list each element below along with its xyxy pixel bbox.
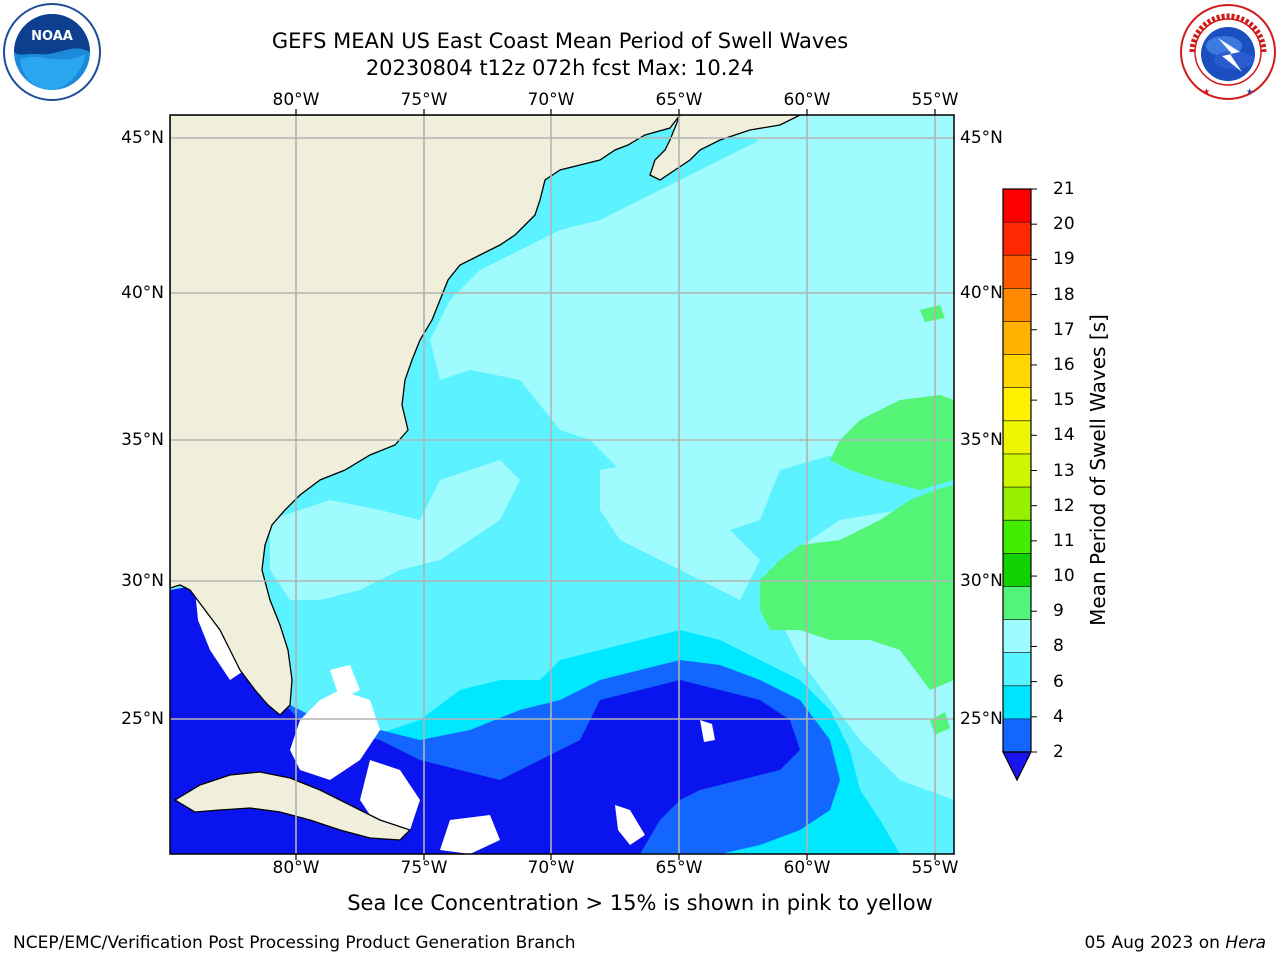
lat-label-right: 45°N (960, 128, 1003, 148)
colorbar-swatch (1003, 222, 1031, 256)
colorbar-tick-label: 6 (1053, 671, 1064, 692)
lat-label-left: 25°N (121, 709, 164, 729)
svg-text:NOAA: NOAA (31, 29, 73, 44)
region-9-10s (920, 305, 945, 322)
region-9-10s (830, 395, 954, 490)
region-no-data (330, 665, 360, 700)
colorbar-extend-triangle (1002, 751, 1032, 782)
chart-subtitle: 20230804 t12z 072h fcst Max: 10.24 (365, 56, 755, 80)
lon-label-bottom: 80°W (272, 858, 320, 878)
colorbar-swatch (1003, 288, 1031, 322)
colorbar-tick-label: 13 (1053, 460, 1075, 481)
lon-label-top: 65°W (655, 90, 703, 110)
graticule (170, 115, 954, 854)
lat-label-left: 45°N (121, 128, 164, 148)
lon-label-top: 80°W (272, 90, 320, 110)
colorbar-tick-label: 20 (1053, 214, 1075, 235)
colorbar-tick-label: 21 (1053, 179, 1075, 199)
lat-label-right: 30°N (960, 571, 1003, 591)
map-frame (169, 114, 955, 855)
colorbar-swatch (1003, 387, 1031, 421)
lon-label-top: 55°W (911, 90, 959, 110)
region-8-9s (600, 460, 760, 600)
svg-text:★: ★ (1203, 87, 1210, 96)
colorbar-label: Mean Period of Swell Waves [s] (1086, 314, 1110, 626)
svg-text:★: ★ (1246, 87, 1253, 96)
colorbar-tick-label: 2 (1053, 742, 1064, 762)
lat-label-right: 35°N (960, 430, 1003, 450)
colorbar-swatch (1003, 619, 1031, 653)
colorbar-tick-label: 15 (1053, 390, 1075, 411)
colorbar-swatch (1003, 520, 1031, 554)
sea-ice-note: Sea Ice Concentration > 15% is shown in … (347, 891, 933, 915)
noaa-logo: NOAA (3, 3, 101, 101)
colorbar-swatch (1003, 487, 1031, 521)
region-no-data (440, 815, 500, 854)
lat-label-left: 40°N (121, 283, 164, 303)
colorbar-tick-label: 16 (1053, 354, 1075, 375)
footer-host: Hera (1225, 933, 1266, 953)
land-cuba (173, 771, 412, 841)
colorbar-swatch (1003, 685, 1031, 719)
colorbar-swatch (1003, 354, 1031, 388)
lon-label-bottom: 65°W (655, 858, 703, 878)
colorbar-swatch (1003, 321, 1031, 355)
lon-label-bottom: 55°W (911, 858, 959, 878)
colorbar-swatch (1003, 420, 1031, 454)
footer-date: 05 Aug 2023 on Hera (1084, 933, 1266, 953)
land-united-states (170, 115, 681, 716)
colorbar-tick-label: 12 (1053, 495, 1075, 516)
colorbar (1003, 188, 1037, 753)
lat-label-left: 30°N (121, 571, 164, 591)
region-no-data (615, 805, 645, 845)
colorbar-tick-label: 17 (1053, 319, 1075, 340)
colorbar-swatch (1003, 255, 1031, 289)
colorbar-swatch (1003, 189, 1031, 223)
lon-label-bottom: 75°W (400, 858, 448, 878)
colorbar-frame (1002, 188, 1032, 753)
colorbar-tick-label: 11 (1053, 530, 1075, 551)
colorbar-swatch (1003, 453, 1031, 488)
region-9-10s (760, 485, 954, 690)
colorbar-tick-label: 4 (1053, 706, 1064, 727)
footer-date-text: 05 Aug 2023 on (1084, 933, 1226, 953)
lon-label-bottom: 60°W (783, 858, 831, 878)
footer-credit: NCEP/EMC/Verification Post Processing Pr… (13, 933, 576, 953)
colorbar-tick-label: 18 (1053, 284, 1075, 305)
colorbar-tick-label: 19 (1053, 249, 1075, 270)
lat-label-right: 40°N (960, 283, 1003, 303)
colorbar-swatch (1003, 586, 1031, 620)
region-no-data (360, 760, 420, 830)
region-8-9s (270, 460, 520, 600)
region-no-data (700, 720, 715, 742)
land-canada (649, 115, 801, 181)
colorbar-tick-label: 10 (1053, 566, 1075, 587)
lon-label-bottom: 70°W (527, 858, 575, 878)
colorbar-swatch (1003, 553, 1031, 587)
region-8-9s (430, 115, 954, 540)
colorbar-tick-label: 8 (1053, 636, 1064, 657)
colorbar-tick-label: 9 (1053, 601, 1064, 622)
colorbar-swatch (1003, 652, 1031, 686)
colorbar-swatch (1003, 718, 1031, 752)
lon-label-top: 75°W (400, 90, 448, 110)
colorbar-tick-label: 14 (1053, 425, 1075, 446)
region-below-2s (170, 585, 800, 854)
nws-logo: ★ ★ (1180, 4, 1276, 100)
lon-label-top: 60°W (783, 90, 831, 110)
lat-label-left: 35°N (121, 430, 164, 450)
lat-label-right: 25°N (960, 709, 1003, 729)
lon-label-top: 70°W (527, 90, 575, 110)
region-no-data (290, 690, 380, 780)
chart-title: GEFS MEAN US East Coast Mean Period of S… (271, 29, 849, 53)
